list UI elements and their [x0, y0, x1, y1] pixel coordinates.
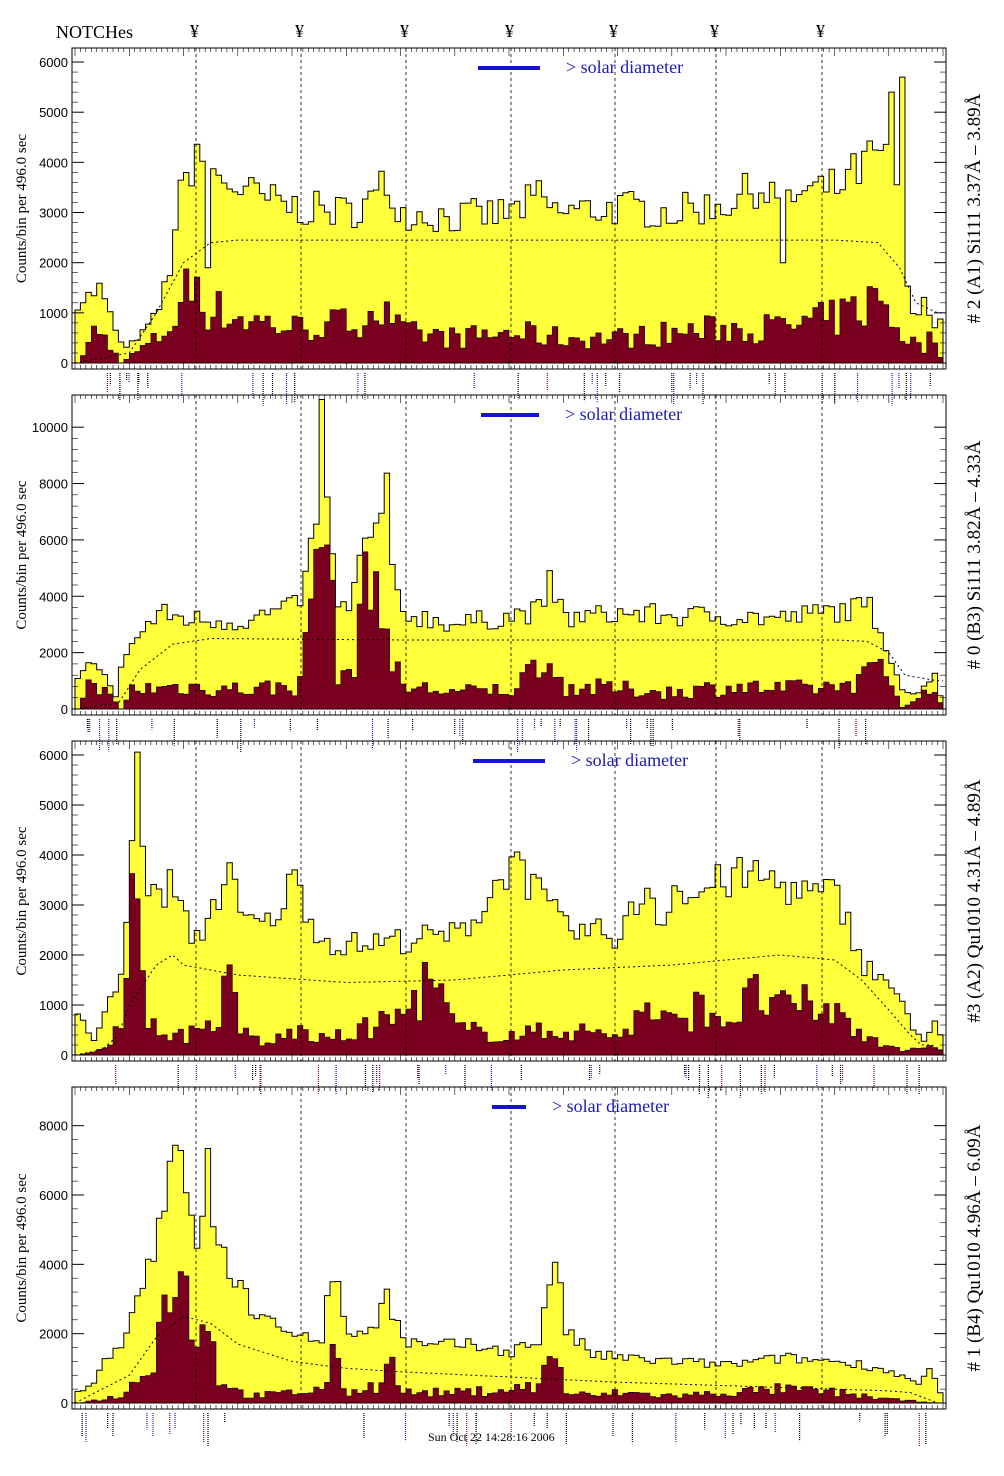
legend-bar [492, 1105, 526, 1109]
y-tick-label: 4000 [39, 589, 68, 604]
y-tick-label: 0 [61, 1048, 68, 1063]
y-tick-label: 0 [61, 1396, 68, 1411]
y-tick-label: 2000 [39, 646, 68, 661]
legend-label: > solar diameter [552, 1096, 669, 1116]
notches-label: NOTCHes [56, 22, 133, 42]
notch-marker-7: ¥ [816, 21, 825, 41]
model-dotted-line [74, 954, 943, 1056]
y-tick-label: 1000 [39, 998, 68, 1013]
y-tick-label: 1000 [39, 306, 68, 321]
y-tick-label: 5000 [39, 105, 68, 120]
notch-marker-1: ¥ [190, 21, 199, 41]
y-tick-label: 4000 [39, 848, 68, 863]
y-axis-label: Counts/bin per 496.0 sec [14, 480, 30, 629]
line-counts-histogram [75, 544, 944, 710]
y-tick-label: 3000 [39, 898, 68, 913]
line-counts-histogram [75, 1271, 943, 1404]
panel-3: 0 1000 2000 3000 4000 5000 6000 Counts/bin per … [14, 740, 985, 1099]
panel-right-label: #3 (A2) Qu1010 4.31Å – 4.89Å [964, 779, 985, 1023]
y-tick-label: 2000 [39, 948, 68, 963]
legend-label: > solar diameter [571, 750, 688, 770]
panels: 0 1000 2000 3000 4000 5000 6000 Counts/bin per … [14, 47, 985, 1447]
legend-bar [478, 66, 540, 70]
panel-2: 0 2000 4000 6000 8000 10000 Counts/bin per 496… [14, 394, 985, 753]
line-counts-histogram [75, 873, 944, 1056]
panel-4: 0 2000 4000 6000 8000 Counts/bin per 496.0 se… [14, 1086, 985, 1447]
notch-markers: ¥ ¥ ¥ ¥ ¥ ¥ ¥ [190, 21, 825, 41]
notch-marker-2: ¥ [295, 21, 304, 41]
legend-label: > solar diameter [565, 404, 682, 424]
notch-marker-3: ¥ [400, 21, 409, 41]
line-counts-histogram [75, 268, 944, 364]
panel-right-label: # 0 (B3) Si111 3.82Å – 4.33Å [964, 440, 985, 669]
y-tick-label: 10000 [32, 420, 68, 435]
notch-marker-4: ¥ [505, 21, 514, 41]
y-tick-label: 6000 [39, 1188, 68, 1203]
y-tick-label: 3000 [39, 206, 68, 221]
model-dotted-line [74, 637, 943, 710]
panel-right-label: # 1 (B4) Qu1010 4.96Å – 6.09Å [964, 1124, 985, 1371]
legend-label: > solar diameter [566, 57, 683, 77]
y-axis-label: Counts/bin per 496.0 sec [14, 1173, 30, 1322]
panel-right-label: # 2 (A1) Si111 3.37Å – 3.89Å [964, 93, 985, 323]
y-tick-label: 0 [61, 356, 68, 371]
model-dotted-line [74, 1315, 943, 1404]
total-counts-histogram [74, 751, 944, 1056]
timestamp-footer: Sun Oct 22 14:28:16 2006 [428, 1430, 555, 1444]
total-counts-histogram [74, 399, 944, 710]
notch-marker-5: ¥ [609, 21, 618, 41]
y-tick-label: 2000 [39, 1327, 68, 1342]
y-axis-label: Counts/bin per 496.0 sec [14, 134, 30, 283]
total-counts-histogram [74, 76, 944, 364]
y-tick-label: 6000 [39, 748, 68, 763]
y-tick-label: 5000 [39, 798, 68, 813]
y-tick-label: 8000 [39, 477, 68, 492]
y-tick-label: 2000 [39, 256, 68, 271]
panel-1: 0 1000 2000 3000 4000 5000 6000 Counts/bin per … [14, 47, 985, 406]
total-counts-histogram [74, 1144, 944, 1404]
legend-bar [481, 413, 539, 417]
y-tick-label: 4000 [39, 155, 68, 170]
notch-marker-6: ¥ [710, 21, 719, 41]
y-tick-label: 8000 [39, 1119, 68, 1134]
legend-bar [473, 759, 545, 763]
y-axis-label: Counts/bin per 496.0 sec [14, 826, 30, 975]
y-tick-label: 4000 [39, 1257, 68, 1272]
y-tick-label: 0 [61, 702, 68, 717]
y-tick-label: 6000 [39, 533, 68, 548]
y-tick-label: 6000 [39, 55, 68, 70]
